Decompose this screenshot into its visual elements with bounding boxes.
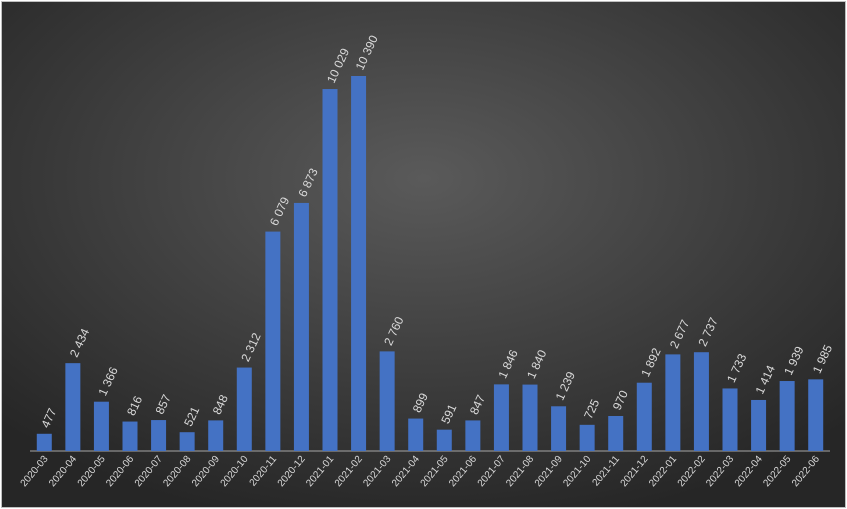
bar (379, 351, 395, 451)
bar (322, 89, 338, 451)
bar (665, 354, 681, 451)
bar (208, 420, 224, 451)
bar (265, 231, 281, 451)
bar (408, 418, 424, 451)
bar (693, 352, 709, 451)
bar (36, 433, 52, 451)
bar (65, 363, 81, 451)
bar (722, 388, 738, 451)
bar (493, 384, 509, 451)
bar (236, 367, 252, 451)
bar (808, 379, 824, 451)
bar (293, 202, 309, 451)
bar (551, 406, 567, 451)
bar (579, 424, 595, 451)
bar (93, 401, 109, 451)
bar (751, 399, 767, 451)
bar (436, 429, 452, 451)
bar (636, 382, 652, 451)
bar (122, 421, 138, 451)
bar (465, 420, 481, 451)
bar (608, 415, 624, 451)
bar (351, 76, 367, 451)
bar (522, 384, 538, 451)
bar (179, 432, 195, 451)
bar (151, 420, 167, 451)
bar (779, 381, 795, 451)
